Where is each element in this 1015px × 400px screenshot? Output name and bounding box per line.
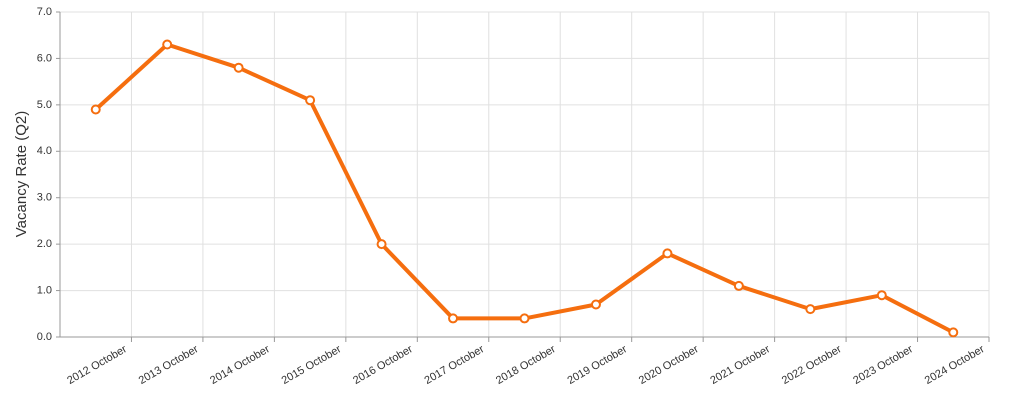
y-tick-label: 6.0 (37, 52, 52, 64)
data-point (376, 239, 387, 250)
data-point (305, 95, 316, 106)
data-point (90, 104, 101, 115)
data-point (662, 248, 673, 259)
data-line (94, 42, 955, 335)
data-point (519, 313, 530, 324)
y-tick-label: 5.0 (37, 99, 52, 111)
x-tick-label: 2015 October (280, 343, 344, 387)
x-tick-label: 2018 October (494, 343, 558, 387)
x-tick-label: 2014 October (208, 343, 272, 387)
y-axis-label: Vacancy Rate (Q2) (13, 111, 30, 237)
data-point (805, 304, 816, 315)
x-tick-label: 2024 October (923, 343, 987, 387)
x-tick-label: 2022 October (780, 343, 844, 387)
x-tick-label: 2012 October (65, 343, 129, 387)
y-tick-label: 2.0 (37, 238, 52, 250)
data-point (876, 290, 887, 301)
y-tick-label: 0.0 (37, 331, 52, 343)
x-tick-label: 2023 October (851, 343, 915, 387)
x-tick-label: 2020 October (637, 343, 701, 387)
x-tick-label: 2017 October (423, 343, 487, 387)
x-tick-label: 2016 October (351, 343, 415, 387)
x-tick-label: 2021 October (708, 343, 772, 387)
data-point (448, 313, 459, 324)
y-tick-label: 7.0 (37, 6, 52, 18)
data-point (948, 327, 959, 338)
data-point (733, 280, 744, 291)
y-tick-label: 1.0 (37, 284, 52, 296)
x-tick-label: 2019 October (565, 343, 629, 387)
data-point (233, 62, 244, 73)
x-tick-label: 2013 October (137, 343, 201, 387)
data-point (590, 299, 601, 310)
data-point (162, 39, 173, 50)
y-tick-label: 3.0 (37, 192, 52, 204)
y-tick-label: 4.0 (37, 145, 52, 157)
